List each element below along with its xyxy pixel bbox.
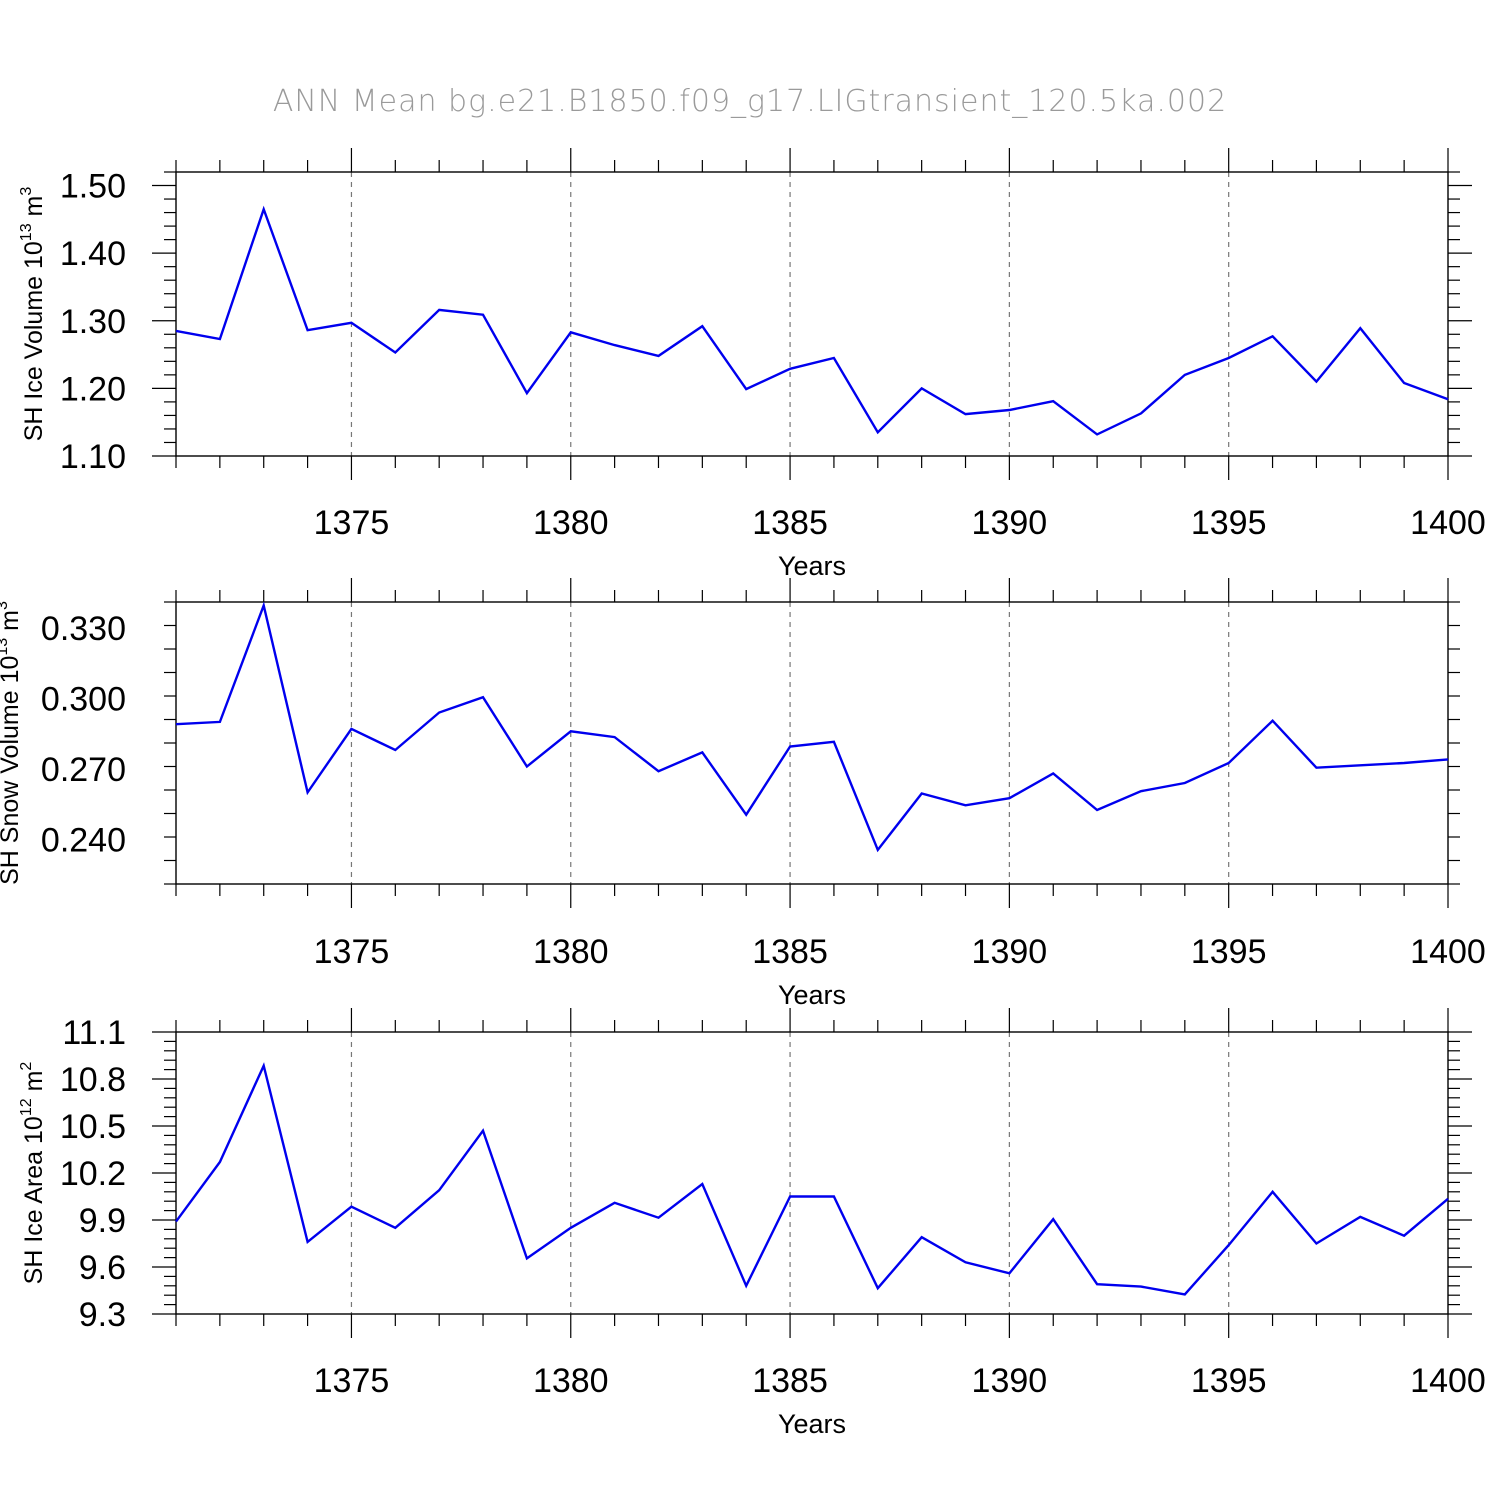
y-tick-label: 1.10 xyxy=(60,438,126,476)
y-axis-label: SH Snow Volume 1013 m3 xyxy=(0,601,24,885)
x-tick-label: 1385 xyxy=(752,1362,828,1400)
plot-frame xyxy=(175,1031,1449,1315)
y-tick-label: 10.5 xyxy=(60,1108,126,1146)
y-tick-label: 0.330 xyxy=(41,610,126,648)
y-tick-label: 0.240 xyxy=(41,821,126,859)
y-axis-label: SH Ice Area 1012 m2 xyxy=(18,1062,48,1285)
series-line xyxy=(175,1062,1449,1296)
y-tick-label: 0.270 xyxy=(41,751,126,789)
panel-2: 0.240 0.270 0.300 0.330 1375 1380 1385 1390 1395… xyxy=(0,578,1486,1010)
x-tick-label: 1400 xyxy=(1410,933,1486,971)
y-tick-label: 11.1 xyxy=(62,1014,126,1052)
plot-frame xyxy=(175,171,1449,457)
x-tick-label: 1400 xyxy=(1410,1362,1486,1400)
y-axis-label: SH Ice Volume 1013 m3 xyxy=(18,187,48,442)
x-tick-label: 1375 xyxy=(314,933,390,971)
y-tick-label: 9.3 xyxy=(79,1296,126,1334)
figure-title: ANN Mean bg.e21.B1850.f09_g17.LIGtransie… xyxy=(273,84,1227,119)
y-tick-label: 1.50 xyxy=(60,168,126,206)
series-line xyxy=(175,601,1449,853)
x-tick-label: 1380 xyxy=(533,1362,609,1400)
x-tick-label: 1375 xyxy=(314,1362,390,1400)
x-tick-label: 1385 xyxy=(752,933,828,971)
x-tick-label: 1385 xyxy=(752,504,828,542)
x-tick-label: 1375 xyxy=(314,504,390,542)
panel-3: 9.3 9.6 9.9 10.2 10.5 10.8 11.1 1375 1380 1385 139… xyxy=(18,1008,1486,1439)
y-tick-label: 1.20 xyxy=(60,370,126,408)
y-tick-label: 10.2 xyxy=(60,1155,126,1193)
y-tick-label: 9.6 xyxy=(79,1249,126,1287)
x-axis-label: Years xyxy=(778,980,846,1010)
y-tick-label: 1.40 xyxy=(60,235,126,273)
y-tick-label: 0.300 xyxy=(41,680,126,718)
x-tick-label: 1400 xyxy=(1410,504,1486,542)
x-tick-label: 1390 xyxy=(972,504,1048,542)
x-tick-label: 1395 xyxy=(1191,504,1267,542)
x-axis-label: Years xyxy=(778,1409,846,1439)
y-tick-label: 9.9 xyxy=(79,1202,126,1240)
x-axis-label: Years xyxy=(778,551,846,581)
series-line xyxy=(175,205,1449,436)
x-tick-label: 1390 xyxy=(972,1362,1048,1400)
y-tick-label: 10.8 xyxy=(60,1061,126,1099)
y-tick-label: 1.30 xyxy=(60,303,126,341)
panel-1: 1.10 1.20 1.30 1.40 1.50 1375 1380 1385 1390 1395… xyxy=(18,148,1486,581)
chart-panels: 1.10 1.20 1.30 1.40 1.50 1375 1380 1385 1390 1395… xyxy=(0,148,1486,1439)
x-tick-label: 1395 xyxy=(1191,933,1267,971)
x-tick-label: 1380 xyxy=(533,933,609,971)
x-tick-label: 1390 xyxy=(972,933,1048,971)
x-tick-label: 1380 xyxy=(533,504,609,542)
x-tick-label: 1395 xyxy=(1191,1362,1267,1400)
